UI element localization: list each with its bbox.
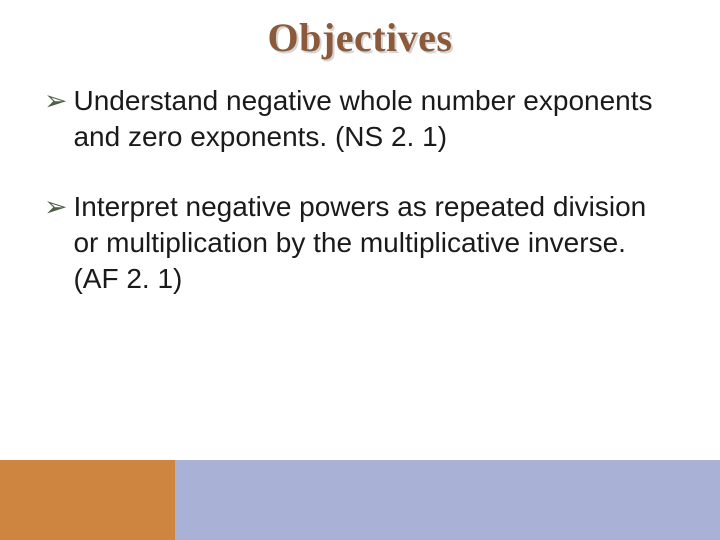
footer-left-block <box>0 460 175 540</box>
footer-bar <box>0 460 720 540</box>
slide: Objectives ➢ Understand negative whole n… <box>0 0 720 540</box>
bullet-item: ➢ Understand negative whole number expon… <box>44 83 676 155</box>
content-area: ➢ Understand negative whole number expon… <box>0 71 720 297</box>
chevron-bullet-icon: ➢ <box>44 83 67 119</box>
bullet-text: Understand negative whole number exponen… <box>73 83 676 155</box>
slide-title: Objectives <box>0 0 720 71</box>
bullet-item: ➢ Interpret negative powers as repeated … <box>44 189 676 297</box>
bullet-text: Interpret negative powers as repeated di… <box>73 189 676 297</box>
footer-right-block <box>175 460 720 540</box>
chevron-bullet-icon: ➢ <box>44 189 67 225</box>
